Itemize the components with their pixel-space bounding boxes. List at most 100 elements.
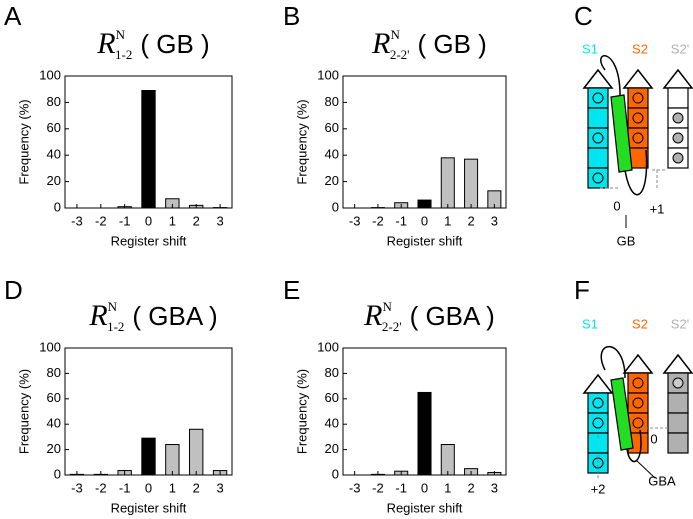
x-tick-label: -1 [119,213,131,228]
x-tick-label: 3 [491,480,498,495]
strand-label: S1 [582,316,598,331]
x-tick-label: 1 [169,480,176,495]
x-tick-label: 1 [169,213,176,228]
residue [632,92,644,104]
chart-title: RN 1-2 ( GB ) [96,27,209,62]
strand-label: S1 [582,41,598,56]
chart-title: RN 1-2 ( GBA ) [88,299,217,334]
loop [600,55,648,196]
y-axis-label: Frequency (%) [16,99,31,184]
strand-arrow [622,68,654,89]
y-tick-label: 60 [325,390,339,405]
y-tick-label: 80 [325,94,339,109]
plot-frame [342,75,507,209]
x-tick-label: -2 [372,480,384,495]
y-tick-label: 80 [325,365,339,380]
x-tick-label: 3 [491,213,498,228]
y-tick-label: 0 [54,466,61,481]
diagram-label: GB [617,233,636,248]
x-tick-label: -2 [95,213,107,228]
x-tick-label: 2 [193,213,200,228]
panel-letter: A [4,1,22,31]
strand-label: S2 [632,316,648,331]
title-superscript: N [383,299,393,314]
x-tick-label: 3 [216,213,223,228]
x-tick-label: -3 [71,480,83,495]
residue [632,132,644,144]
title-superscript: N [390,27,400,42]
diagram-label: 0 [650,431,657,446]
residue [672,112,684,124]
title-text: ( GBA ) [132,301,217,331]
diagram-label: +1 [650,201,665,216]
x-tick-label: 2 [467,213,474,228]
diagram-label: 0 [613,198,620,213]
x-tick-label: 3 [216,480,223,495]
residue [592,132,604,144]
residue [672,132,684,144]
panel-letter: F [574,275,590,305]
strand-arrow [582,373,614,394]
residue [632,377,644,389]
panel-letter: C [574,1,593,31]
chart-title: RN 2-2' ( GB ) [371,27,487,62]
title-superscript: N [116,27,126,42]
bar [141,437,156,476]
y-tick-label: 100 [317,67,339,82]
chart-title: RN 2-2' ( GBA ) [363,299,495,334]
bar [141,90,156,209]
y-tick-label: 40 [47,147,61,162]
bar [464,158,479,209]
strand-box [667,412,689,434]
strand-arrow [622,353,654,374]
strand-box [667,432,689,454]
title-text: ( GB ) [140,29,209,59]
strand-box [667,392,689,414]
strand-label: S2 [632,41,648,56]
residue [592,92,604,104]
title-symbol: R [363,299,382,332]
y-tick-label: 0 [332,199,339,214]
residue [592,417,604,429]
title-subscript: 2-2' [390,47,410,62]
residue [592,397,604,409]
x-tick-label: 0 [145,480,152,495]
y-tick-label: 60 [325,120,339,135]
bar [165,444,180,476]
y-tick-label: 40 [325,147,339,162]
panel-letter: D [4,275,23,305]
x-tick-label: 1 [444,480,451,495]
x-tick-label: -2 [372,213,384,228]
x-axis-label: Register shift [387,500,463,515]
y-tick-label: 20 [47,173,61,188]
y-axis-label: Frequency (%) [294,99,309,184]
residue [632,417,644,429]
x-axis-label: Register shift [111,500,187,515]
title-text: ( GB ) [418,29,487,59]
y-tick-label: 0 [332,466,339,481]
panel-letter: E [283,275,300,305]
y-tick-label: 60 [47,390,61,405]
residue [632,397,644,409]
strand-arrow [582,68,614,89]
y-axis-label: Frequency (%) [16,369,31,454]
y-tick-label: 80 [47,365,61,380]
x-tick-label: -2 [95,480,107,495]
x-tick-label: 2 [467,480,474,495]
bar [417,391,432,476]
title-text: ( GBA ) [410,301,495,331]
title-symbol: R [371,27,390,60]
rod [610,94,633,173]
y-tick-label: 100 [317,339,339,354]
title-subscript: 1-2 [115,47,132,62]
strand-arrow [662,68,693,89]
strand-label: S2' [671,41,689,56]
y-tick-label: 40 [47,416,61,431]
x-tick-label: -3 [71,213,83,228]
bar [440,157,455,209]
y-tick-label: 80 [47,94,61,109]
y-tick-label: 0 [54,199,61,214]
y-tick-label: 20 [325,173,339,188]
